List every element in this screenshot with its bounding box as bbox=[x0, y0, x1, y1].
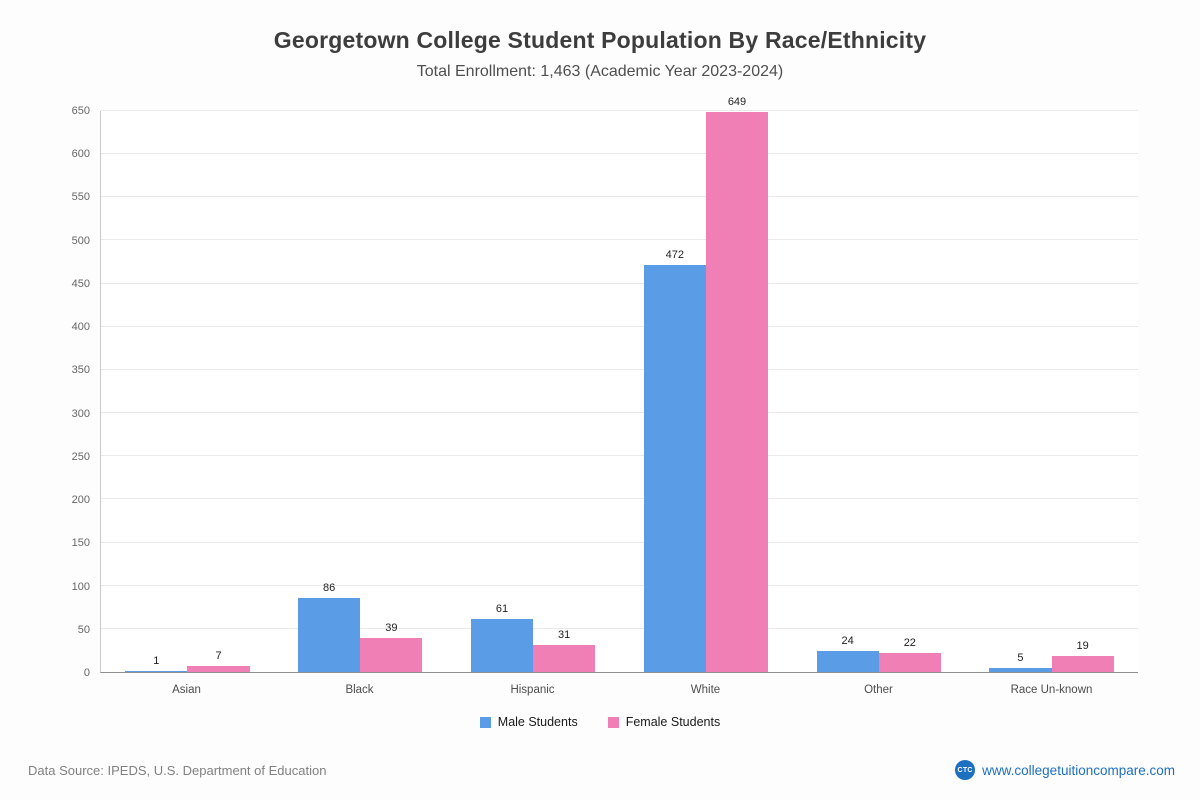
plot-area: 1 7 86 39 61 31 472 649 24 22 5 19 bbox=[100, 96, 1138, 673]
bar-value-label: 31 bbox=[558, 629, 571, 642]
bar-female-students bbox=[1051, 655, 1114, 672]
website-link[interactable]: www.collegetuitioncompare.com bbox=[982, 762, 1175, 778]
x-tick-label: White bbox=[690, 684, 721, 696]
y-tick-label: 100 bbox=[71, 580, 90, 593]
gridline bbox=[101, 627, 1138, 629]
bar-female-students bbox=[533, 645, 596, 672]
legend-label-female: Female Students bbox=[625, 715, 721, 729]
bar-value-label: 472 bbox=[665, 248, 684, 261]
website[interactable]: CTC www.collegetuitioncompare.com bbox=[955, 760, 1175, 780]
y-axis: 0 50 100 150 200 250 300 350 400 450 500 550 600 650 bbox=[30, 105, 100, 679]
gridline bbox=[101, 110, 1138, 111]
bar-value-label: 1 bbox=[153, 655, 160, 668]
data-source-text: Data Source: IPEDS, U.S. Department of E… bbox=[28, 762, 327, 778]
gridline bbox=[101, 498, 1138, 500]
y-tick-label: 550 bbox=[71, 191, 90, 204]
gridline bbox=[101, 368, 1138, 370]
y-tick-label: 250 bbox=[71, 450, 90, 463]
x-tick-label: Race Un-known bbox=[1010, 684, 1093, 696]
y-tick-label: 600 bbox=[71, 148, 90, 161]
ctc-logo-icon: CTC bbox=[955, 760, 976, 780]
bar-male-students bbox=[298, 597, 361, 672]
footer: Data Source: IPEDS, U.S. Department of E… bbox=[0, 760, 1200, 800]
bar-value-label: 649 bbox=[727, 95, 747, 108]
bar-value-label: 86 bbox=[323, 581, 336, 594]
y-tick-label: 650 bbox=[71, 105, 90, 117]
gridline bbox=[101, 412, 1138, 414]
bar-group: 86 39 bbox=[274, 111, 447, 672]
x-tick-label: Hispanic bbox=[510, 684, 555, 696]
y-tick-label: 400 bbox=[71, 321, 90, 334]
bar-chart: 0 50 100 150 200 250 300 350 400 450 500 550 600 650 … bbox=[30, 96, 1138, 699]
bar-value-label: 7 bbox=[215, 649, 222, 662]
bar-female-students bbox=[878, 653, 941, 672]
legend-label-male: Male Students bbox=[497, 715, 578, 729]
y-tick-label: 500 bbox=[71, 234, 90, 247]
bar-female-students bbox=[187, 665, 250, 672]
chart-subtitle: Total Enrollment: 1,463 (Academic Year 2… bbox=[416, 63, 784, 80]
bar-group: 24 22 bbox=[792, 111, 965, 672]
y-tick-label: 350 bbox=[71, 364, 90, 377]
bar-value-label: 19 bbox=[1076, 639, 1089, 652]
gridline bbox=[101, 153, 1138, 155]
bar-male-students bbox=[470, 619, 534, 672]
bar-male-students bbox=[125, 671, 188, 672]
bar-male-students bbox=[989, 667, 1052, 672]
bar-female-students bbox=[705, 111, 769, 672]
x-tick-label: Black bbox=[345, 684, 374, 696]
x-tick-label: Other bbox=[864, 684, 893, 696]
y-tick-label: 300 bbox=[71, 407, 90, 420]
bar-female-students bbox=[360, 638, 423, 672]
bar-male-students bbox=[643, 264, 706, 672]
legend-item-female: Female Students bbox=[607, 715, 721, 729]
bar-male-students bbox=[816, 651, 879, 672]
y-tick-label: 200 bbox=[71, 494, 90, 507]
y-tick-label: 50 bbox=[77, 623, 90, 636]
bar-group: 5 19 bbox=[965, 111, 1138, 672]
chart-legend: Male Students Female Students bbox=[0, 715, 1200, 729]
gridline bbox=[101, 541, 1138, 543]
gridline bbox=[101, 196, 1138, 198]
bar-group: 61 31 bbox=[447, 111, 620, 672]
bar-group: 472 649 bbox=[619, 96, 792, 672]
legend-swatch-male-icon bbox=[479, 716, 491, 728]
bar-value-label: 61 bbox=[495, 603, 509, 616]
bar-value-label: 22 bbox=[903, 637, 916, 650]
bar-value-label: 39 bbox=[385, 622, 398, 635]
y-tick-label: 0 bbox=[83, 667, 90, 679]
bar-value-label: 24 bbox=[841, 635, 854, 648]
y-tick-label: 150 bbox=[71, 537, 90, 550]
x-tick-label: Asian bbox=[172, 684, 201, 696]
legend-swatch-female-icon bbox=[607, 716, 619, 728]
chart-title: Georgetown College Student Population By… bbox=[273, 27, 927, 53]
gridline bbox=[101, 584, 1138, 586]
gridline bbox=[101, 282, 1138, 284]
gridline bbox=[101, 455, 1138, 457]
legend-item-male: Male Students bbox=[479, 715, 578, 729]
gridline bbox=[101, 239, 1138, 241]
x-axis-labels: Asian Black Hispanic White Other Race Un-know… bbox=[100, 673, 1138, 699]
bar-value-label: 5 bbox=[1017, 651, 1024, 664]
y-tick-label: 450 bbox=[71, 277, 90, 290]
gridline bbox=[101, 325, 1138, 327]
